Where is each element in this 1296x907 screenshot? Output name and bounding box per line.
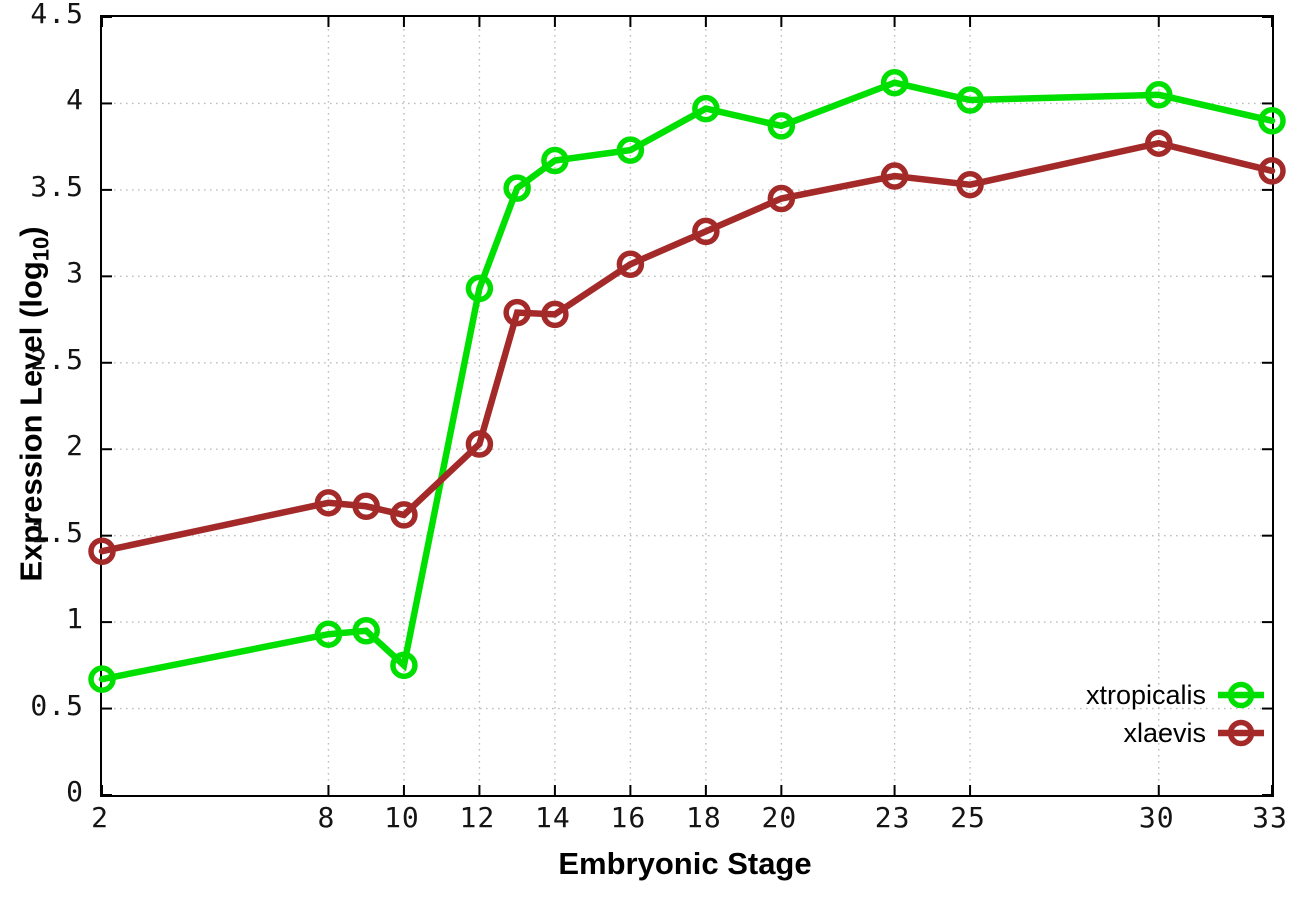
plot-canvas xyxy=(88,16,1286,796)
data-point-xtropicalis xyxy=(616,136,645,164)
data-point-xlaevis xyxy=(1258,157,1286,185)
legend-item-xtropicalis: xtropicalis xyxy=(1086,679,1264,711)
legend-marker-icon xyxy=(1218,719,1264,747)
data-point-xlaevis xyxy=(314,489,343,517)
x-tick-label: 30 xyxy=(1138,801,1175,834)
data-point-xtropicalis xyxy=(352,617,380,645)
x-tick-label: 8 xyxy=(317,801,336,834)
series-line-xtropicalis xyxy=(98,79,1276,683)
data-point-xlaevis xyxy=(880,162,909,190)
x-tick-label: 33 xyxy=(1252,801,1288,834)
data-point-xlaevis xyxy=(390,501,418,529)
x-tick-label: 23 xyxy=(874,801,911,834)
data-point-xtropicalis xyxy=(88,665,116,693)
y-tick-label: 1 xyxy=(66,602,84,636)
data-point-xlaevis xyxy=(88,537,116,565)
legend-label: xlaevis xyxy=(1123,717,1206,748)
legend-label: xtropicalis xyxy=(1085,679,1206,710)
legend-item-xlaevis: xlaevis xyxy=(1123,717,1264,749)
data-point-xlaevis xyxy=(692,217,720,246)
y-axis-title-subscript: 10 xyxy=(28,236,54,262)
series-line-xlaevis xyxy=(98,139,1276,555)
y-tick-label: 4 xyxy=(66,83,84,117)
legend: xtropicalis xlaevis xyxy=(1086,679,1264,749)
data-point-xlaevis xyxy=(503,298,531,327)
y-axis-title-suffix: ) xyxy=(13,226,49,237)
x-tick-label: 10 xyxy=(384,801,420,834)
x-tick-label: 25 xyxy=(950,801,986,834)
data-point-xlaevis xyxy=(1145,129,1173,157)
data-point-xlaevis xyxy=(465,430,494,458)
x-tick-label: 18 xyxy=(686,801,722,834)
y-tick-label: 3 xyxy=(66,256,84,290)
data-point-xtropicalis xyxy=(880,68,909,97)
y-tick-label: 0 xyxy=(66,775,84,809)
x-tick-label: 12 xyxy=(459,801,496,834)
data-point-xlaevis xyxy=(956,170,984,199)
y-tick-label: 4.5 xyxy=(30,0,84,31)
data-point-xtropicalis xyxy=(767,112,796,140)
y-tick-label: 3.5 xyxy=(30,170,84,204)
data-point-xtropicalis xyxy=(1145,81,1173,109)
data-point-xtropicalis xyxy=(390,651,418,680)
data-point-xtropicalis xyxy=(503,174,531,202)
x-axis-title: Embryonic Stage xyxy=(558,846,812,881)
x-tick-label: 2 xyxy=(91,801,109,834)
data-point-xtropicalis xyxy=(541,146,569,175)
data-point-xtropicalis xyxy=(692,94,720,123)
data-point-xlaevis xyxy=(767,184,796,213)
legend-marker-icon xyxy=(1218,681,1264,709)
y-tick-label: 2.5 xyxy=(30,342,84,376)
data-point-xlaevis xyxy=(541,300,569,329)
y-tick-label: 0.5 xyxy=(30,688,84,722)
x-tick-label: 16 xyxy=(610,801,647,834)
data-point-xtropicalis xyxy=(465,274,494,303)
y-tick-label: 2 xyxy=(66,429,84,463)
plot-area xyxy=(88,15,1286,797)
x-tick-label: 14 xyxy=(535,801,571,834)
y-tick-label: 1.5 xyxy=(30,515,84,549)
data-point-xtropicalis xyxy=(956,86,984,114)
data-point-xtropicalis xyxy=(1258,106,1286,135)
x-tick-label: 20 xyxy=(761,801,798,834)
data-point-xtropicalis xyxy=(314,620,343,648)
data-point-xlaevis xyxy=(616,250,645,278)
data-point-xlaevis xyxy=(352,492,380,521)
